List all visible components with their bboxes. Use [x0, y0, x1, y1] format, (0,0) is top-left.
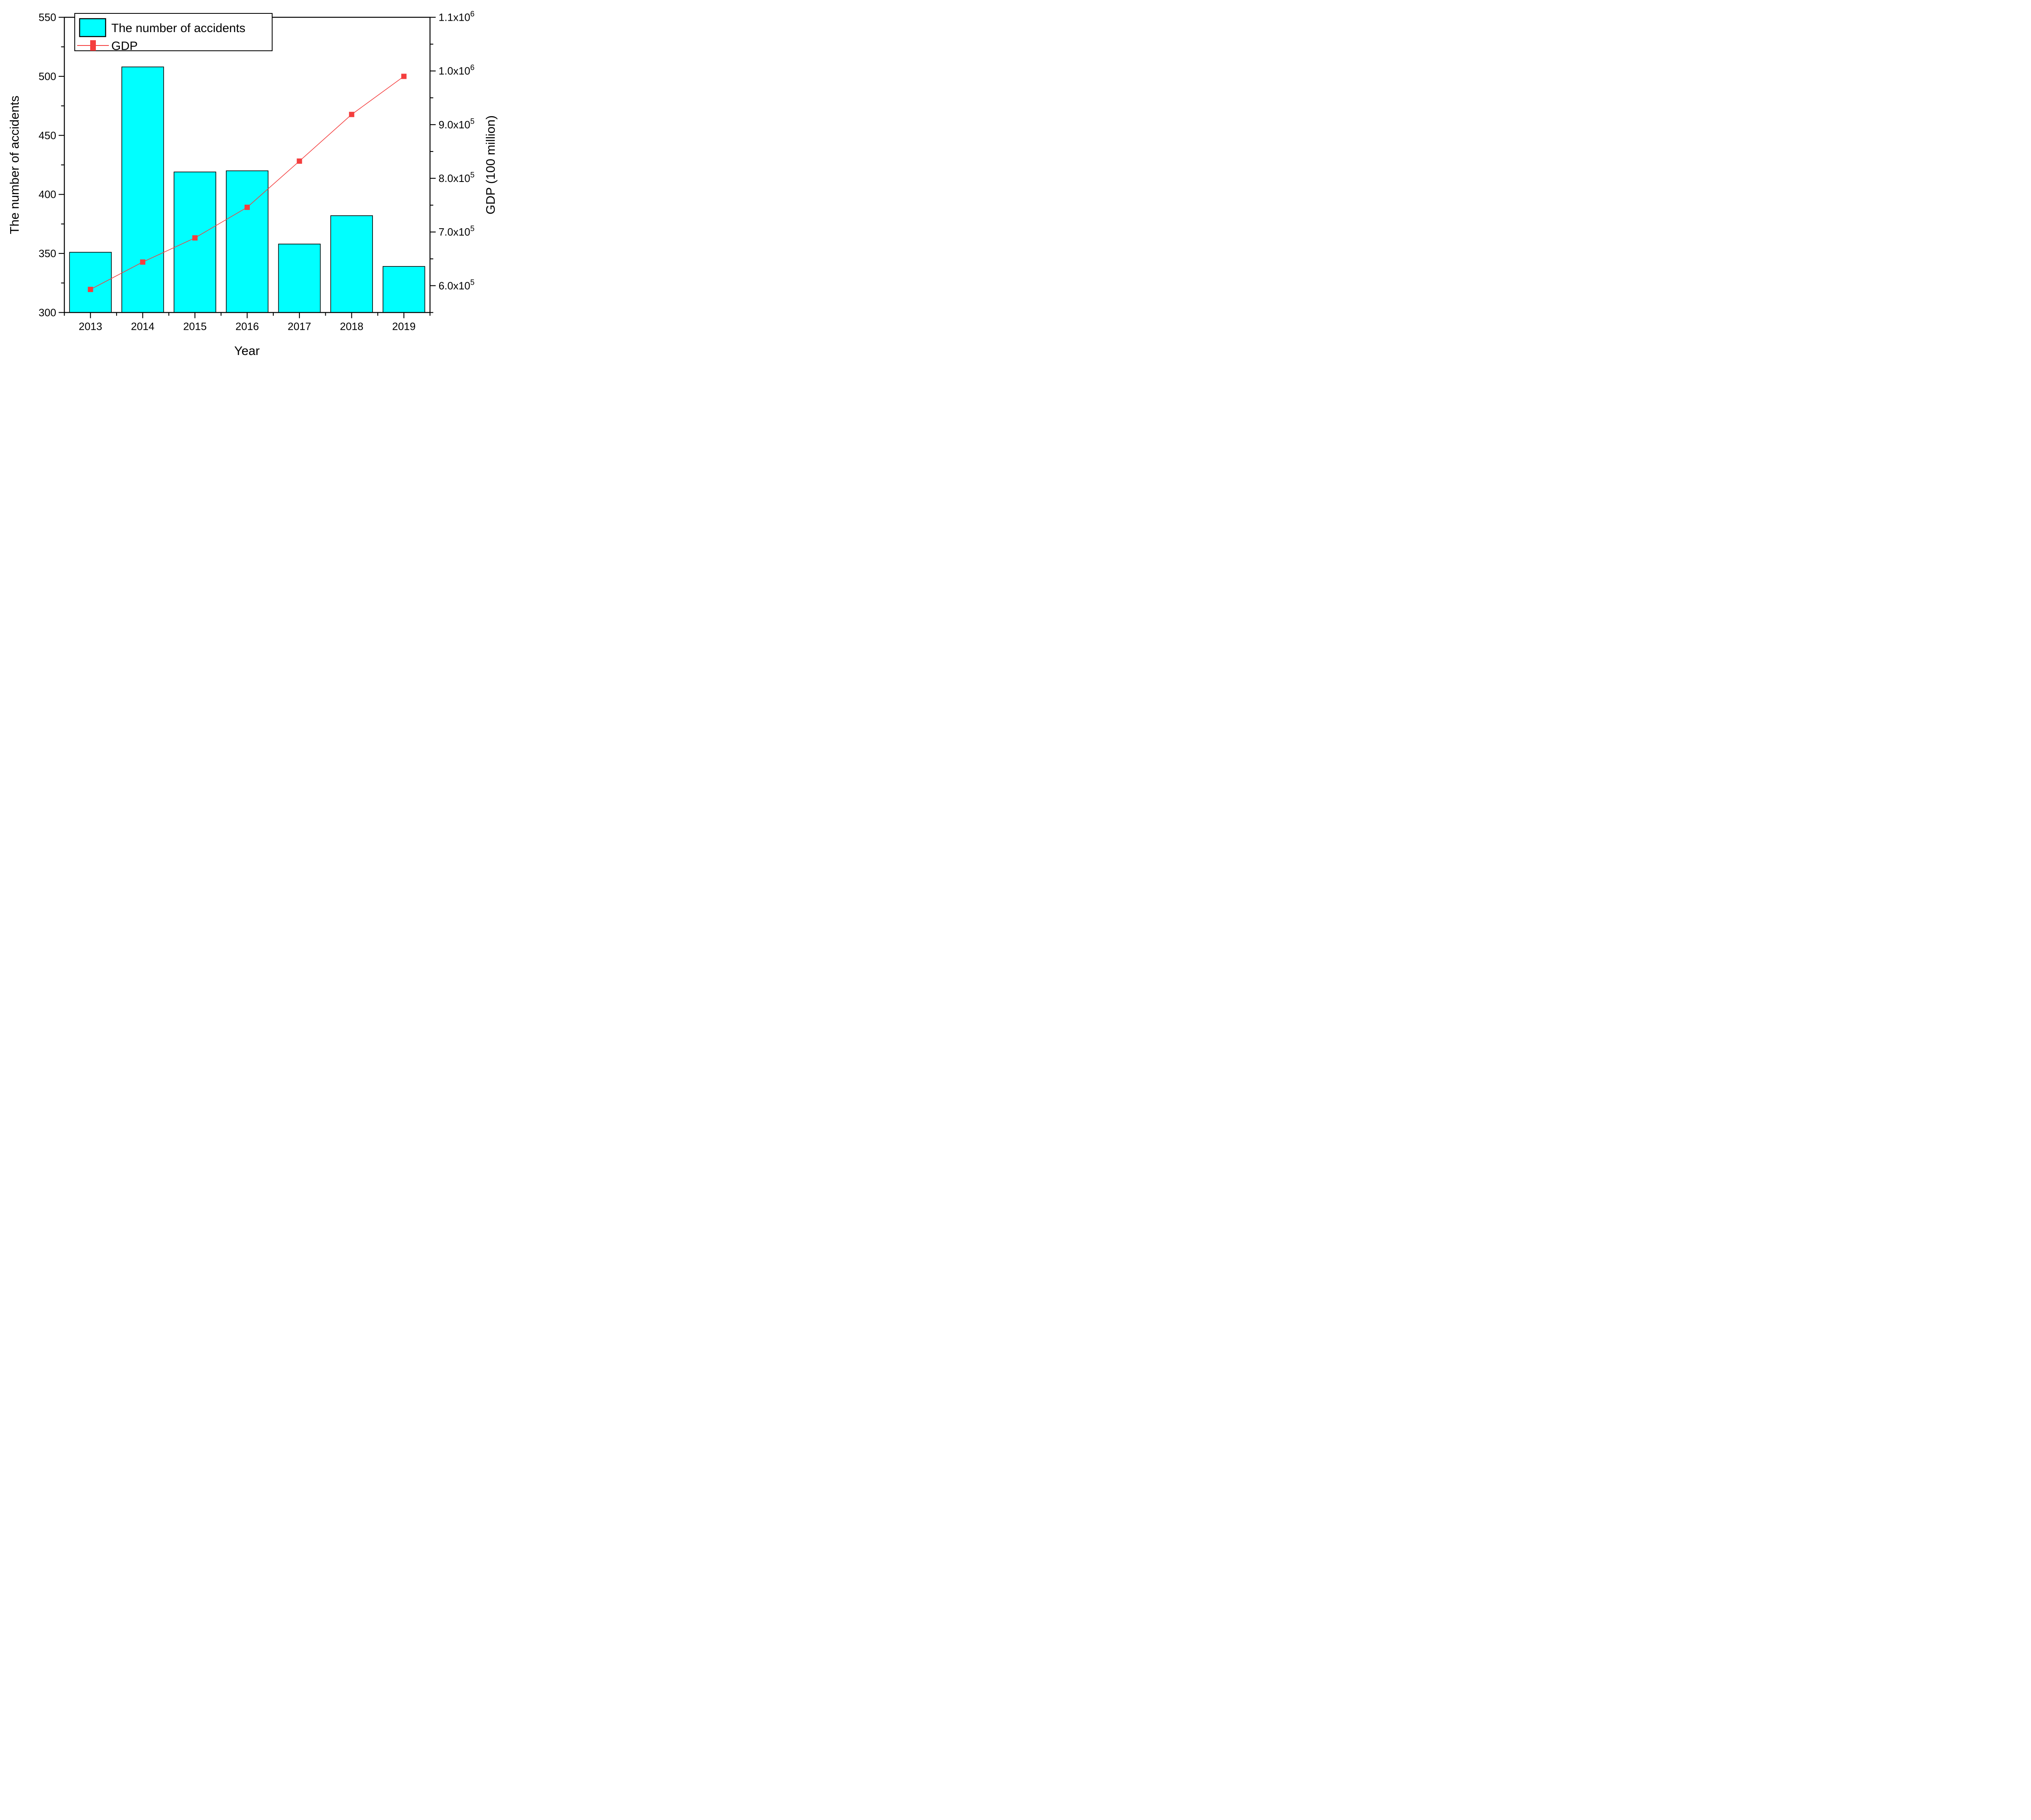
bar-2017 — [278, 243, 321, 313]
x-tick-label: 2013 — [79, 320, 102, 332]
y-left-axis-title: The number of accidents — [7, 95, 22, 234]
y-right-tick-label: 1.0x106 — [439, 64, 475, 77]
y-left-tick-label: 450 — [39, 129, 56, 141]
bar-2015 — [173, 171, 217, 313]
x-tick-label: 2016 — [236, 320, 259, 332]
bar-2016 — [226, 170, 268, 313]
x-tick-label: 2018 — [340, 320, 364, 332]
dual-axis-chart: 300 350 400 450 500 550 6.0x105 7.0x105 8.0x105 9… — [7, 10, 498, 358]
gdp-marker-2019 — [401, 74, 407, 79]
gdp-line-series — [88, 74, 407, 292]
gdp-marker-2013 — [88, 287, 93, 292]
y-right-tick-label: 1.1x106 — [439, 10, 475, 24]
x-axis-title: Year — [234, 344, 260, 358]
legend-label-gdp: GDP — [111, 39, 138, 53]
chart-figure: 300 350 400 450 500 550 6.0x105 7.0x105 8.0x105 9… — [0, 0, 504, 364]
legend-box — [74, 13, 273, 51]
y-right-tick-label: 9.0x105 — [439, 117, 475, 131]
x-tick-label: 2014 — [131, 320, 154, 332]
bar-2018 — [330, 215, 373, 313]
gdp-marker-2018 — [349, 112, 355, 117]
x-tick-label: 2015 — [183, 320, 207, 332]
gdp-marker-2016 — [245, 204, 250, 210]
gdp-marker-2017 — [297, 158, 302, 164]
x-tick-label: 2019 — [392, 320, 416, 332]
y-left-tick-label: 300 — [39, 306, 56, 318]
y-left-tick-label: 500 — [39, 70, 56, 82]
gdp-marker-2015 — [192, 235, 198, 241]
gdp-marker-2014 — [140, 259, 145, 265]
y-right-tick-label: 6.0x105 — [439, 278, 475, 292]
bar-2014 — [121, 66, 164, 313]
legend-bar-swatch — [79, 18, 106, 37]
y-right-tick-label: 8.0x105 — [439, 171, 475, 184]
legend-label-accidents: The number of accidents — [111, 22, 245, 35]
bar-2013 — [69, 252, 112, 313]
x-tick-label: 2017 — [288, 320, 311, 332]
y-right-axis-title: GDP (100 million) — [483, 115, 498, 214]
tick-labels: 300 350 400 450 500 550 6.0x105 7.0x105 8.0x105 9… — [39, 10, 474, 333]
y-right-tick-label: 7.0x105 — [439, 225, 475, 238]
legend: The number of accidents GDP — [74, 13, 273, 53]
legend-gdp-marker — [90, 40, 96, 51]
y-left-tick-label: 400 — [39, 188, 56, 201]
y-left-tick-label: 550 — [39, 11, 56, 24]
accident-bars — [69, 66, 425, 313]
bar-2019 — [382, 266, 425, 313]
y-left-tick-label: 350 — [39, 247, 56, 260]
